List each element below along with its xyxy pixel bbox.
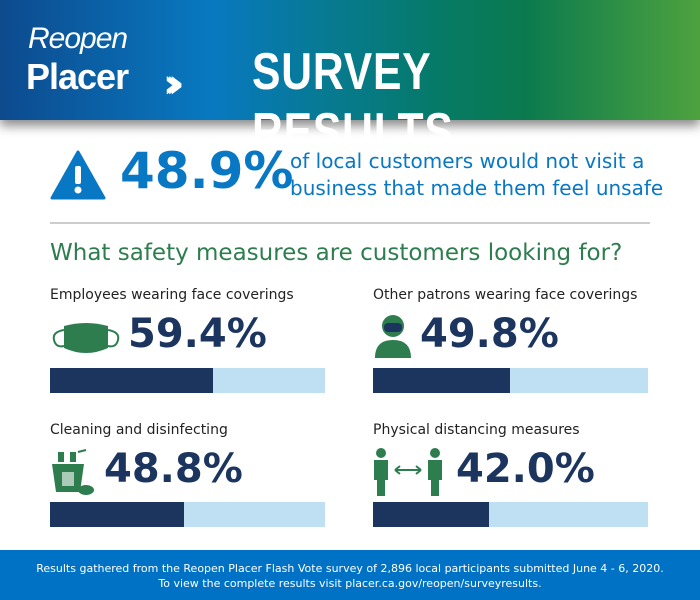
category-label: Other patrons wearing face coverings [373, 287, 638, 303]
face-mask-icon [52, 323, 120, 353]
bar-track [50, 502, 325, 527]
footer: Results gathered from the Reopen Placer … [0, 550, 700, 600]
value-label: 59.4% [128, 311, 267, 357]
category-label: Physical distancing measures [373, 422, 580, 438]
masked-person-icon [375, 315, 411, 358]
value-label: 49.8% [420, 311, 559, 357]
highlight-text: of local customers would not visit a busi… [290, 148, 663, 202]
bar-track [50, 368, 325, 393]
bar-track [373, 368, 648, 393]
bar-fill [50, 368, 214, 393]
footer-line1: Results gathered from the Reopen Placer … [36, 562, 664, 575]
page-title: SURVEY RESULTS [252, 43, 454, 161]
cleaning-supplies-icon [52, 449, 94, 495]
value-label: 42.0% [456, 446, 595, 492]
highlight-text-line1: of local customers would not visit a [290, 149, 645, 173]
highlight-text-line2: business that made them feel unsafe [290, 176, 664, 200]
section-question: What safety measures are customers looki… [50, 240, 623, 266]
divider [50, 222, 650, 224]
footer-line2: To view the complete results visit place… [158, 577, 542, 590]
category-label: Employees wearing face coverings [50, 287, 294, 303]
bar-track [373, 502, 648, 527]
logo-reopen: Reopen [28, 22, 128, 55]
value-label: 48.8% [104, 446, 243, 492]
distancing-icon [374, 448, 442, 496]
bar-fill [373, 368, 510, 393]
warning-icon [50, 150, 106, 200]
category-label: Cleaning and disinfecting [50, 422, 228, 438]
bar-fill [50, 502, 185, 527]
chevrons-icon: ››› [163, 61, 185, 107]
bar-fill [373, 502, 489, 527]
header-banner: Reopen Placer ››› SURVEY RESULTS [0, 0, 700, 161]
highlight-value: 48.9% [120, 142, 294, 200]
logo-placer: Placer [26, 56, 129, 97]
